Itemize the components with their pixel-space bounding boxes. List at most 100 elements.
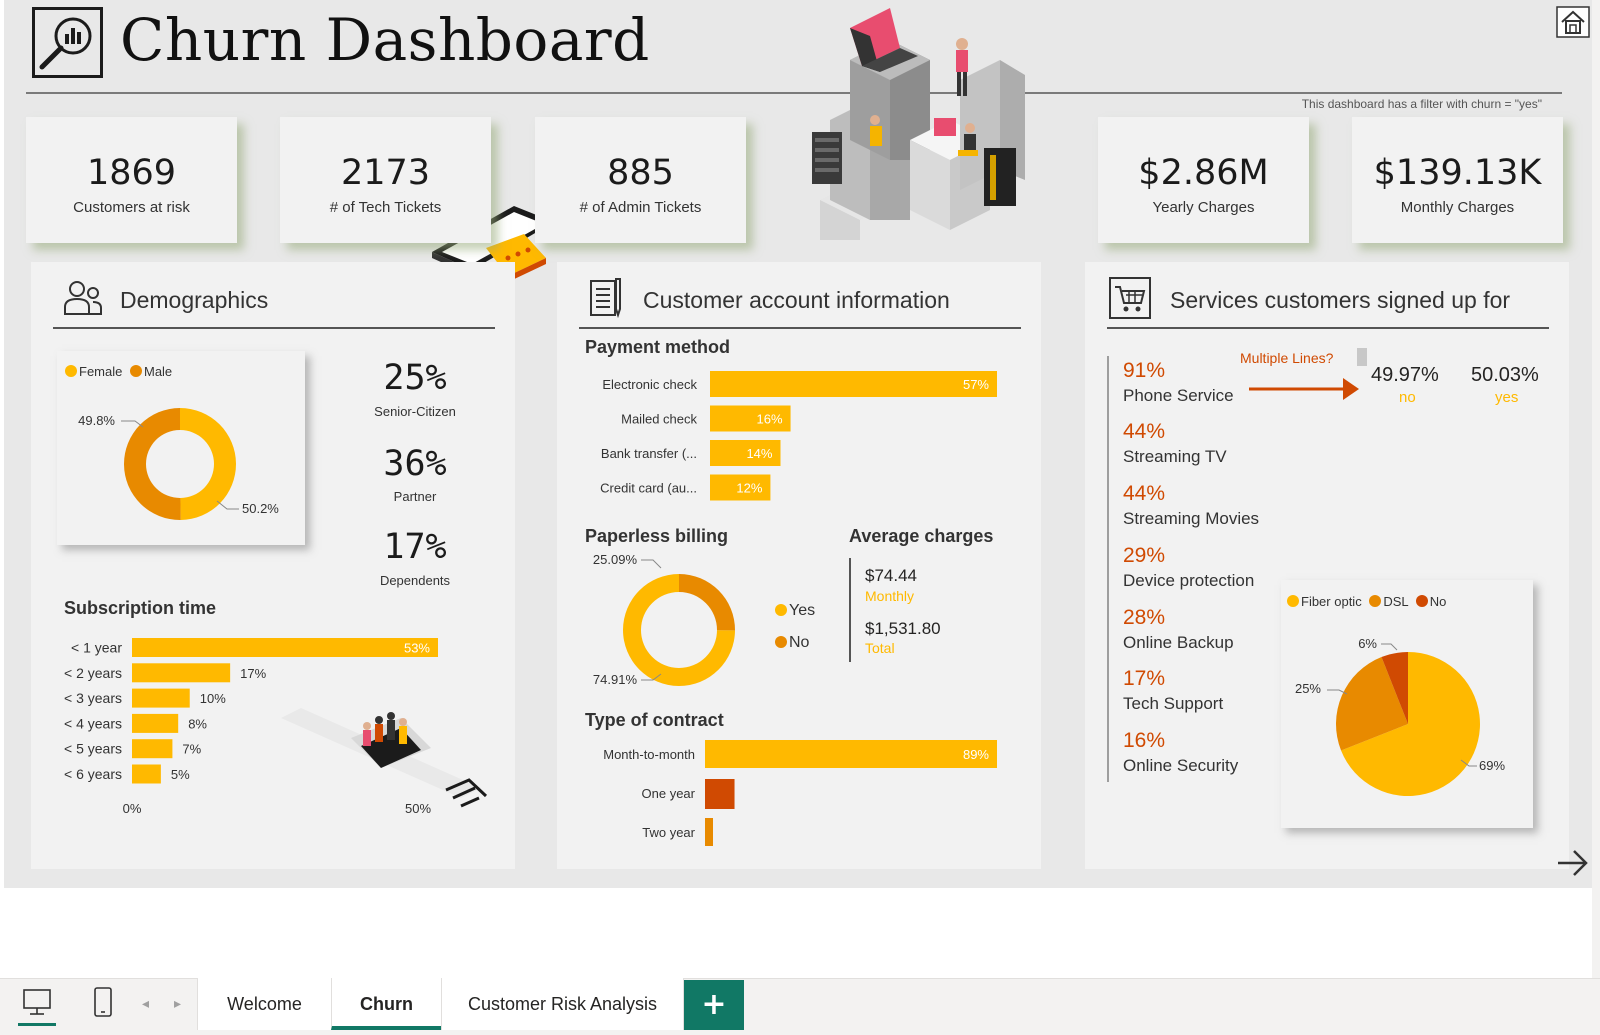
kpi-label: # of Admin Tickets — [579, 199, 702, 216]
subscription-bar — [132, 713, 179, 733]
kpi-card-yearly-charges: $2.86M Yearly Charges — [1098, 117, 1309, 243]
scroll-left-icon[interactable]: ◂ — [142, 996, 150, 1012]
kpi-value: 2173 — [340, 153, 431, 193]
payment-method-bar-chart: Electronic check 57% Mailed check 16% Bank t… — [600, 371, 997, 501]
mobile-view-icon[interactable] — [92, 986, 114, 1020]
legend-label-fiber: Fiber optic — [1301, 594, 1362, 609]
next-page-arrow-icon[interactable] — [1556, 848, 1590, 878]
home-icon[interactable] — [1556, 6, 1590, 38]
subscription-axis-label: < 2 years — [64, 665, 122, 681]
contract-bar-label: 89% — [963, 747, 989, 762]
senior-citizen-label: Senior-Citizen — [374, 404, 456, 419]
service-pct-streaming-tv: 44% — [1123, 420, 1166, 443]
account-title: Customer account information — [643, 287, 950, 313]
contract-axis-label: Two year — [642, 825, 695, 840]
payment-bar-label: 16% — [757, 412, 783, 427]
tab-churn[interactable]: Churn — [331, 978, 442, 1030]
data-label: 50.2% — [242, 501, 279, 516]
kpi-card-monthly-charges: $139.13K Monthly Charges — [1352, 117, 1563, 243]
slice-fiber-optic — [1341, 652, 1480, 796]
people-icon — [63, 280, 103, 316]
service-name-streaming-tv: Streaming TV — [1123, 447, 1227, 466]
subscription-bar — [132, 688, 190, 708]
account-divider — [579, 327, 1021, 329]
paperless-billing-title: Paperless billing — [585, 526, 729, 546]
data-label-leader — [121, 420, 144, 428]
subscription-x-tick: 50% — [405, 801, 431, 816]
service-name-online-security: Online Security — [1123, 756, 1239, 775]
services-divider — [1107, 327, 1549, 329]
multiple-lines-no-value: 49.97% — [1371, 364, 1439, 386]
multiple-lines-arrow-icon — [1249, 378, 1359, 400]
subscription-bar-label: 8% — [188, 716, 207, 731]
kpi-value: $139.13K — [1373, 153, 1542, 193]
partner-label: Partner — [393, 489, 437, 504]
shopping-cart-icon — [1109, 277, 1151, 319]
legend-label-no: No — [789, 634, 810, 651]
gender-legend: Female Male — [65, 364, 172, 379]
kpi-value: $2.86M — [1138, 153, 1269, 193]
subscription-axis-label: < 1 year — [71, 640, 122, 656]
slice-yes — [623, 574, 735, 686]
legend-swatch-yes — [775, 604, 787, 616]
services-list-divider — [1107, 356, 1109, 782]
data-label-leader — [1327, 689, 1348, 695]
document-pen-icon — [589, 277, 625, 319]
demographics-title: Demographics — [120, 287, 269, 313]
multiple-lines-marker — [1357, 348, 1367, 366]
tab-welcome[interactable]: Welcome — [197, 978, 332, 1030]
internet-pie-card: Fiber optic DSL No 69% 25% 6% — [1281, 580, 1533, 828]
right-gutter — [1592, 0, 1600, 1035]
subscription-bar — [132, 638, 438, 657]
service-pct-streaming-movies: 44% — [1123, 482, 1166, 505]
internet-pie-chart: 69% 25% 6% — [1295, 636, 1505, 796]
avg-monthly-label: Monthly — [865, 588, 915, 604]
payment-bar — [710, 405, 791, 432]
title-divider — [26, 92, 1562, 94]
contract-bar — [705, 818, 713, 846]
subscription-axis-label: < 6 years — [64, 766, 122, 782]
slice-male — [123, 408, 181, 520]
payment-axis-label: Mailed check — [621, 412, 697, 427]
legend-label-male: Male — [143, 364, 173, 379]
data-label-leader — [1381, 643, 1398, 651]
add-page-button[interactable]: + — [684, 980, 744, 1030]
subscription-bar-label: 7% — [182, 742, 201, 757]
dependents-label: Dependents — [379, 573, 451, 588]
service-pct-online-backup: 28% — [1123, 606, 1166, 629]
payment-bar-label: 14% — [746, 446, 772, 461]
payment-bar — [710, 474, 771, 501]
data-label: 25% — [1295, 681, 1321, 696]
tab-customer-risk-analysis[interactable]: Customer Risk Analysis — [441, 978, 684, 1030]
desktop-view-icon[interactable] — [18, 986, 56, 1026]
kpi-label: # of Tech Tickets — [329, 199, 442, 216]
legend-swatch-dsl — [1369, 595, 1382, 607]
internet-legend: Fiber optic DSL No — [1287, 594, 1446, 609]
kpi-card-tech-tickets: 2173 # of Tech Tickets — [280, 117, 491, 243]
subscription-bar — [132, 739, 173, 759]
subscription-axis-label: < 5 years — [64, 741, 122, 757]
payment-axis-label: Bank transfer (... — [601, 446, 697, 461]
contract-bar — [705, 779, 735, 809]
kpi-card-admin-tickets: 885 # of Admin Tickets — [535, 117, 746, 243]
smartwatch-team-illustration — [281, 698, 501, 828]
payment-bar-label: 57% — [963, 377, 989, 392]
contract-title: Type of contract — [585, 710, 724, 730]
paperless-billing-donut-chart: 25.09% 74.91% — [593, 552, 735, 687]
multiple-lines-label: Multiple Lines? — [1240, 350, 1334, 366]
paperless-legend-yes: Yes — [775, 602, 815, 620]
legend-swatch-female — [65, 365, 77, 377]
gender-donut-card: Female Male 49.8% 50.2% — [57, 351, 305, 545]
contract-axis-label: Month-to-month — [603, 747, 695, 762]
data-label: 74.91% — [593, 672, 638, 687]
gender-donut-chart: 49.8% 50.2% — [78, 408, 279, 520]
scroll-right-icon[interactable]: ▸ — [174, 996, 182, 1012]
paperless-legend-no: No — [775, 634, 809, 652]
dependents-value: 17% — [383, 527, 447, 567]
multiple-lines-no-label: no — [1399, 389, 1416, 406]
subscription-bar-label: 10% — [200, 691, 226, 706]
subscription-axis-label: < 3 years — [64, 690, 122, 706]
legend-label-yes: Yes — [789, 602, 816, 619]
legend-swatch-fiber — [1287, 595, 1299, 607]
kpi-label: Customers at risk — [73, 199, 190, 216]
